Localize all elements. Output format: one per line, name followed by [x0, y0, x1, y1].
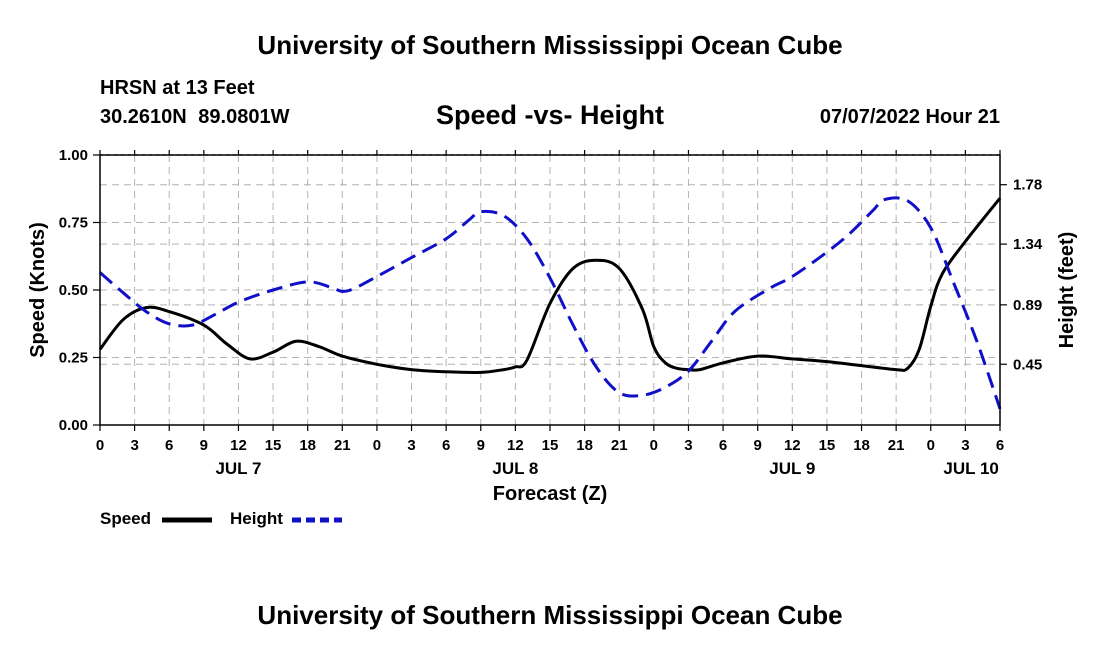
y-left-tick-label: 0.75 — [59, 215, 88, 232]
series-line-speed — [98, 197, 1002, 375]
x-tick-label: 21 — [334, 437, 351, 454]
day-label: JUL 10 — [943, 459, 998, 478]
x-tick-label: 15 — [819, 437, 836, 454]
day-label: JUL 8 — [492, 459, 538, 478]
forecast-date: 07/07/2022 Hour 21 — [819, 106, 1000, 128]
y-right-tick-label: 1.78 — [1013, 177, 1042, 194]
station-name: HRSN at 13 Feet — [100, 77, 255, 99]
x-tick-label: 3 — [407, 437, 415, 454]
x-tick-label: 6 — [719, 437, 727, 454]
y-axis-left-label: Speed (Knots) — [27, 222, 49, 358]
day-label: JUL 7 — [215, 459, 261, 478]
x-tick-label: 9 — [477, 437, 485, 454]
legend-height-label: Height — [230, 509, 283, 528]
x-tick-label: 9 — [200, 437, 208, 454]
day-label: JUL 9 — [769, 459, 815, 478]
y-left-tick-label: 0.25 — [59, 350, 88, 367]
y-right-tick-label: 1.34 — [1013, 236, 1043, 253]
y-axis-right-label: Height (feet) — [1056, 232, 1078, 349]
y-left-tick-label: 0.00 — [59, 417, 88, 434]
x-tick-label: 15 — [542, 437, 559, 454]
y-right-tick-label: 0.45 — [1013, 356, 1042, 373]
x-tick-label: 15 — [265, 437, 282, 454]
x-tick-label: 0 — [650, 437, 658, 454]
x-tick-label: 18 — [299, 437, 316, 454]
chart-title: Speed -vs- Height — [435, 100, 665, 130]
x-tick-label: 6 — [442, 437, 450, 454]
x-tick-label: 18 — [853, 437, 870, 454]
axis-layer: 0 3 6 9 12 15 18 21 0 3 6 9 12 15 18 21 0 3 6 9 12 15 18 21 0 3 6 0… — [59, 147, 1043, 478]
x-tick-label: 0 — [373, 437, 381, 454]
grid-layer — [100, 155, 1000, 425]
x-tick-label: 12 — [230, 437, 247, 454]
legend-speed-label: Speed — [100, 509, 152, 528]
x-tick-label: 21 — [611, 437, 628, 454]
y-right-tick-label: 0.89 — [1013, 297, 1042, 314]
footer-title: University of Southern Mississippi Ocean… — [257, 600, 843, 630]
x-tick-label: 0 — [927, 437, 935, 454]
x-tick-label: 12 — [784, 437, 801, 454]
x-tick-label: 9 — [754, 437, 762, 454]
x-tick-label: 6 — [996, 437, 1004, 454]
x-tick-label: 6 — [165, 437, 173, 454]
station-coordinates: 30.2610N 89.0801W — [100, 106, 290, 128]
x-axis-label: Forecast (Z) — [493, 483, 607, 505]
x-tick-label: 3 — [130, 437, 138, 454]
x-tick-label: 3 — [684, 437, 692, 454]
y-left-tick-label: 0.50 — [59, 282, 88, 299]
main-title: University of Southern Mississippi Ocean… — [257, 30, 843, 60]
x-tick-label: 0 — [96, 437, 104, 454]
x-tick-label: 21 — [888, 437, 905, 454]
x-tick-label: 3 — [961, 437, 969, 454]
y-left-tick-label: 1.00 — [59, 147, 88, 164]
series-layer — [98, 196, 1002, 410]
x-tick-label: 18 — [576, 437, 593, 454]
series-line-height — [99, 196, 1002, 410]
x-tick-label: 12 — [507, 437, 524, 454]
